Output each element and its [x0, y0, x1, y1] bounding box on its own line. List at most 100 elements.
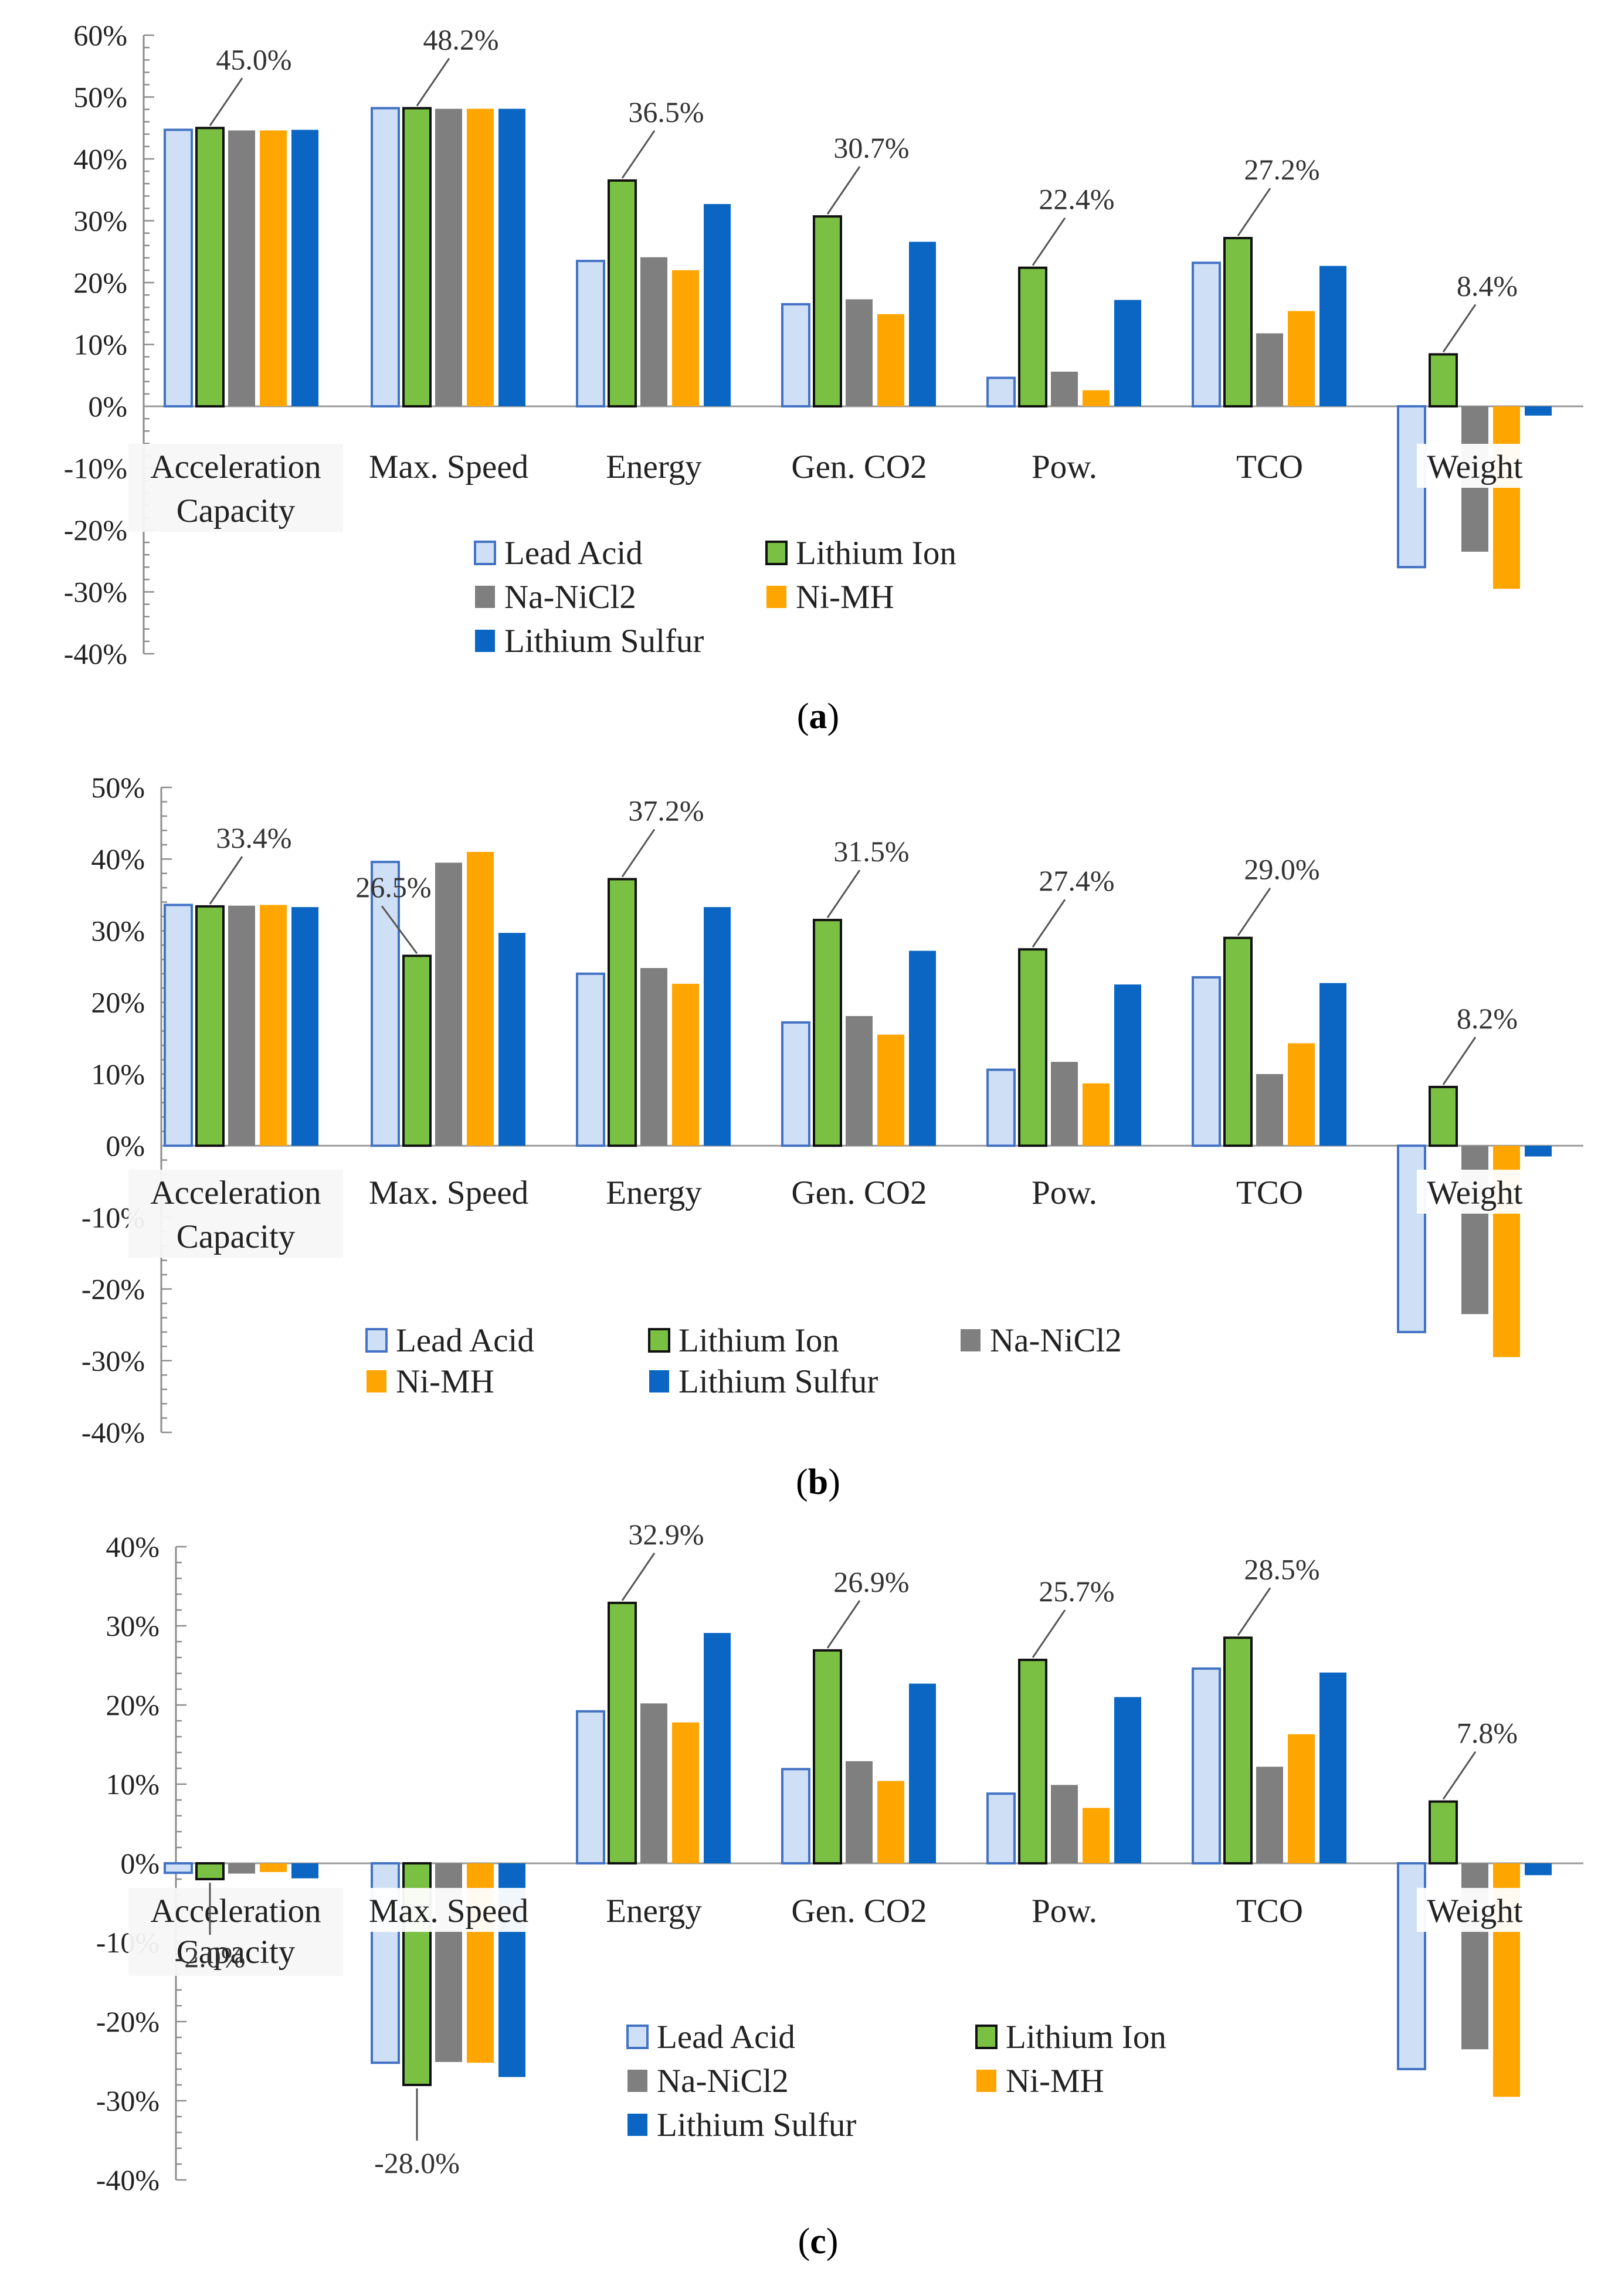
category-label-bg	[1023, 444, 1106, 488]
panel-caption-part: c	[810, 2222, 826, 2261]
bar-lead-acid-acceleration-capacity	[164, 1862, 193, 1874]
legend-na-nicl2-swatch	[475, 586, 495, 608]
y-tick-label: 20%	[91, 986, 145, 1019]
bar-lithium-sulfur-gen-co2	[909, 950, 936, 1146]
legend-lithium-sulfur-label: Lithium Sulfur	[679, 1363, 878, 1400]
category-label: Gen. CO2	[791, 449, 927, 485]
bar-lead-acid-energy	[576, 972, 605, 1147]
annotation-leader	[209, 856, 243, 905]
category-label: Max. Speed	[369, 449, 528, 485]
category-label: Max. Speed	[369, 1174, 528, 1211]
legend-ni-mh-swatch	[976, 2070, 996, 2092]
y-tick-label: -30%	[64, 576, 127, 609]
legend-lithium-ion-swatch	[765, 541, 788, 565]
category-label-bg	[785, 1888, 934, 1932]
bar-lithium-ion-max-speed	[402, 107, 432, 408]
bar-na-nicl2-energy	[640, 257, 667, 406]
bar-lead-acid-energy	[576, 260, 605, 408]
category-label-bg	[596, 1888, 712, 1932]
bar-ni-mh-gen-co2	[877, 1034, 904, 1146]
bar-lithium-sulfur-tco	[1319, 266, 1346, 406]
legend-ni-mh-label: Ni-MH	[796, 579, 894, 616]
y-tick-label: -20%	[82, 1273, 145, 1306]
bar-lead-acid-max-speed	[371, 861, 400, 1147]
annotation-label: 45.0%	[216, 43, 291, 76]
bar-lithium-ion-acceleration-capacity	[195, 127, 225, 407]
bar-lithium-sulfur-max-speed	[498, 108, 525, 407]
bar-na-nicl2-tco	[1256, 1767, 1283, 1863]
legend-lead-acid-label: Lead Acid	[504, 535, 643, 572]
bar-na-nicl2-pow	[1051, 1062, 1078, 1146]
bar-lithium-sulfur-acceleration-capacity	[291, 907, 318, 1146]
bar-lithium-sulfur-energy	[704, 1633, 731, 1863]
y-tick-label: 50%	[73, 81, 127, 114]
legend-na-nicl2-swatch	[627, 2070, 647, 2092]
annotation-label: 28.5%	[1244, 1553, 1319, 1585]
category-label-bg	[1417, 1888, 1533, 1932]
legend: Lead Acid Lithium Ion Na-NiCl2 Ni-MH Lithium…	[474, 535, 956, 660]
y-tick-label: -20%	[96, 2005, 160, 2038]
legend-ni-mh-swatch	[766, 586, 786, 608]
category-label-bg	[128, 1888, 343, 1976]
annotation-leader	[621, 1553, 656, 1601]
bar-lead-acid-gen-co2	[781, 303, 810, 407]
chart-panel-b: -40%-30%-20%-10%0%10%20%30%40%50%Acceler…	[82, 771, 1583, 1502]
bar-lead-acid-acceleration-capacity	[164, 904, 193, 1147]
category-label-bg	[1023, 1888, 1106, 1932]
bar-ni-mh-tco	[1288, 311, 1315, 406]
annotation-label: 37.2%	[628, 794, 704, 827]
legend-na-nicl2-label: Na-NiCl2	[990, 1322, 1122, 1359]
legend-lead-acid-swatch	[365, 1328, 388, 1353]
bar-lithium-ion-energy	[608, 878, 637, 1147]
category-label: Energy	[606, 1174, 702, 1211]
legend-lithium-ion-label: Lithium Ion	[1006, 2019, 1166, 2056]
bar-na-nicl2-gen-co2	[846, 1015, 873, 1146]
bar-ni-mh-acceleration-capacity	[260, 1863, 287, 1872]
legend-lithium-sulfur-swatch	[475, 630, 495, 652]
y-tick-label: -20%	[64, 514, 127, 546]
annotation-leader	[621, 130, 656, 179]
bar-lithium-sulfur-acceleration-capacity	[291, 1863, 318, 1879]
panel-caption-part: )	[827, 697, 840, 736]
bar-lithium-ion-weight	[1429, 1085, 1458, 1147]
annotation-label: 31.5%	[833, 835, 909, 868]
bar-lithium-sulfur-max-speed	[498, 933, 525, 1146]
category-label: Capacity	[177, 1934, 296, 1971]
category-label: Weight	[1427, 1174, 1522, 1211]
bar-ni-mh-energy	[672, 983, 699, 1146]
bar-lithium-sulfur-acceleration-capacity	[291, 130, 318, 407]
category-label: Weight	[1427, 1893, 1522, 1930]
annotation-leader	[826, 1600, 861, 1649]
annotation-leader	[1032, 1609, 1066, 1658]
category-label: Pow.	[1032, 1893, 1097, 1930]
category-label-bg	[1236, 1170, 1303, 1214]
category-label: Pow.	[1032, 1174, 1097, 1211]
bar-lithium-ion-tco	[1223, 936, 1253, 1147]
bar-lead-acid-acceleration-capacity	[164, 128, 193, 407]
category-label: Acceleration	[150, 1174, 321, 1211]
category-label-bg	[128, 1170, 343, 1258]
annotation-label: 27.2%	[1244, 153, 1319, 186]
category-label-bg	[596, 444, 712, 488]
bar-na-nicl2-max-speed	[435, 108, 462, 407]
bar-lithium-ion-tco	[1223, 237, 1253, 407]
bar-lithium-ion-gen-co2	[813, 215, 842, 407]
category-label-bg	[358, 1888, 540, 1932]
y-tick-label: -10%	[64, 452, 127, 485]
annotation-label: 36.5%	[628, 96, 704, 128]
bar-lithium-ion-pow	[1018, 948, 1047, 1147]
category-label: Pow.	[1032, 449, 1097, 485]
bar-lithium-sulfur-pow	[1114, 1697, 1141, 1863]
bar-lithium-sulfur-gen-co2	[909, 1683, 936, 1863]
bar-na-nicl2-gen-co2	[846, 1761, 873, 1863]
annotation-leader	[1237, 188, 1271, 236]
bar-na-nicl2-energy	[640, 968, 667, 1146]
y-tick-label: 40%	[73, 142, 127, 175]
category-label: Capacity	[177, 1218, 296, 1255]
category-label-bg	[785, 1170, 934, 1214]
y-tick-label: 10%	[91, 1058, 145, 1091]
bar-lithium-sulfur-tco	[1319, 983, 1346, 1146]
bar-ni-mh-energy	[672, 1722, 699, 1863]
bar-lead-acid-pow	[986, 1792, 1016, 1864]
y-tick-label: 20%	[73, 266, 127, 299]
